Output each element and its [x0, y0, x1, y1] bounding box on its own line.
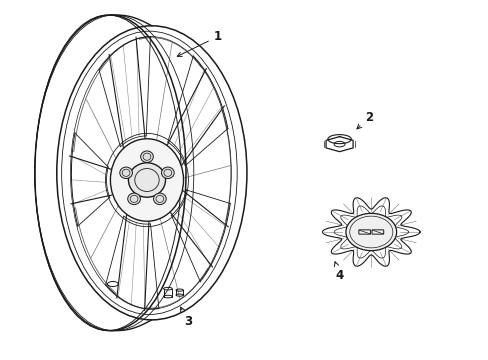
- Text: 4: 4: [334, 262, 343, 282]
- Ellipse shape: [128, 163, 165, 197]
- Circle shape: [345, 213, 396, 251]
- Ellipse shape: [110, 139, 183, 221]
- Ellipse shape: [120, 167, 132, 179]
- Ellipse shape: [127, 193, 140, 204]
- Ellipse shape: [153, 193, 166, 204]
- Ellipse shape: [141, 151, 153, 162]
- Ellipse shape: [161, 167, 174, 179]
- Text: 3: 3: [180, 307, 192, 328]
- Text: 1: 1: [177, 30, 221, 57]
- Text: 2: 2: [356, 111, 372, 129]
